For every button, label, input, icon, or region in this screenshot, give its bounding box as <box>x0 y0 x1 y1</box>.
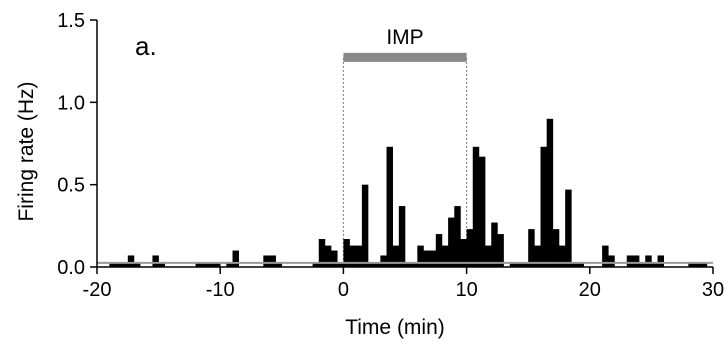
histogram-bar <box>312 262 320 267</box>
histogram-bar <box>121 262 129 267</box>
histogram-bar <box>546 118 554 267</box>
histogram-bar <box>152 255 159 267</box>
x-tick-label: 20 <box>579 279 601 301</box>
histogram-bar <box>374 262 381 267</box>
histogram-bar <box>559 245 566 267</box>
y-tick-label: 1.0 <box>57 92 85 114</box>
histogram-bar <box>398 206 406 267</box>
histogram-bar <box>651 262 658 267</box>
histogram-bar <box>466 229 474 267</box>
x-tick-label: 30 <box>702 279 724 301</box>
histogram-bar <box>626 255 634 267</box>
histogram-bar <box>491 222 498 267</box>
histogram-bar <box>435 234 443 267</box>
histogram-bar <box>565 189 572 267</box>
histogram-bar <box>577 262 584 267</box>
treatment-group: IMP <box>342 26 468 267</box>
histogram-bar <box>645 255 652 267</box>
histogram-bar <box>380 255 387 267</box>
histogram-bar <box>109 262 116 267</box>
histogram-bar <box>195 262 203 267</box>
histogram-bar <box>571 262 578 267</box>
histogram-bar <box>232 250 239 267</box>
histogram-bar <box>478 156 486 267</box>
histogram-bar <box>405 262 412 267</box>
histogram-bar <box>460 239 467 267</box>
histogram-bar <box>115 262 122 267</box>
histogram-bar <box>133 262 141 267</box>
histogram-bar <box>688 262 695 267</box>
histogram-bar <box>263 255 270 267</box>
x-tick-label: -10 <box>206 279 235 301</box>
histogram-bar <box>694 262 701 267</box>
histogram-bar <box>608 255 615 267</box>
histogram-bar <box>515 262 523 267</box>
histogram-bar <box>324 245 332 267</box>
histogram-bar <box>552 229 560 267</box>
histogram-bar <box>657 255 665 267</box>
treatment-bar <box>343 52 467 62</box>
histogram-bar <box>127 255 135 267</box>
histogram-bar <box>226 262 233 267</box>
treatment-label: IMP <box>386 26 423 49</box>
axes: -20 -10 0 10 20 30 0.0 0.5 1.0 1.5 <box>57 10 724 301</box>
histogram-bar <box>472 146 480 267</box>
histogram-bar <box>639 262 646 267</box>
histogram-bar <box>386 146 393 267</box>
histogram-bar <box>269 255 276 267</box>
y-tick-label: 0.0 <box>57 257 85 279</box>
x-axis-title: Time (min) <box>345 316 445 339</box>
histogram-bar <box>158 262 166 267</box>
histogram-bar <box>331 250 338 267</box>
histogram-bar <box>485 245 492 267</box>
histogram-bar <box>423 250 430 267</box>
histogram-bar <box>368 262 375 267</box>
x-tick-label: 10 <box>455 279 477 301</box>
histogram-bar <box>448 217 455 267</box>
histogram-bar <box>632 255 640 267</box>
histogram-bar <box>700 262 708 267</box>
histogram-bar <box>392 245 400 267</box>
y-tick-label: 1.5 <box>57 10 85 32</box>
histogram-bar <box>343 239 350 267</box>
histogram-bar <box>207 262 215 267</box>
histogram-bar <box>540 146 547 267</box>
histogram-bar <box>497 234 504 267</box>
histogram-bars <box>109 118 708 267</box>
histogram-bar <box>509 262 517 267</box>
histogram-bar <box>361 184 369 267</box>
histogram-bar <box>355 245 363 267</box>
histogram-bar <box>214 262 221 267</box>
histogram-bar <box>534 245 541 267</box>
histogram-bar <box>417 245 424 267</box>
histogram-bar <box>411 262 418 267</box>
x-tick-label: -20 <box>83 279 112 301</box>
y-axis-title: Firing rate (Hz) <box>15 81 38 221</box>
histogram-bar <box>522 262 529 267</box>
histogram-bar <box>337 262 344 267</box>
histogram-bar <box>528 229 535 267</box>
histogram-bar <box>318 239 326 267</box>
histogram-bar <box>429 250 437 267</box>
histogram-bar <box>441 245 449 267</box>
x-ticks: -20 -10 0 10 20 30 <box>83 267 724 301</box>
panel-label: a. <box>135 31 157 61</box>
y-tick-label: 0.5 <box>57 175 85 197</box>
histogram-bar <box>349 245 357 267</box>
histogram-bar <box>275 262 283 267</box>
histogram-bar <box>201 262 209 267</box>
histogram-bar <box>602 245 609 267</box>
y-ticks: 0.0 0.5 1.0 1.5 <box>57 10 97 279</box>
histogram-bar <box>454 206 461 267</box>
x-tick-label: 0 <box>338 279 349 301</box>
